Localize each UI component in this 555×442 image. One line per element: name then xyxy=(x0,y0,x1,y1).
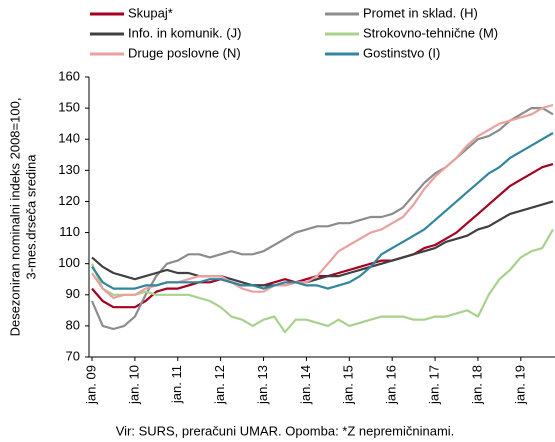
footnote: Vir: SURS, preračuni UMAR. Opomba: *Z ne… xyxy=(116,423,455,438)
y-tick-label: 160 xyxy=(58,68,80,83)
legend-label: Gostinstvo (I) xyxy=(363,45,440,60)
series-line xyxy=(91,132,554,290)
series-line xyxy=(91,200,554,287)
y-tick-label: 110 xyxy=(59,224,80,239)
legend-label: Strokovno-tehnične (M) xyxy=(363,25,498,40)
series-line xyxy=(91,163,554,309)
y-label-line: Desezoniran nominalni indeks 2008=100, xyxy=(7,98,22,337)
series-line xyxy=(90,107,554,331)
x-tick-label: jan. 18 xyxy=(469,365,484,405)
x-tick-label: jan. 09 xyxy=(83,365,98,405)
x-tick-label: jan. 16 xyxy=(384,365,399,405)
legend-label: Skupaj* xyxy=(128,5,173,20)
y-axis-label: Desezoniran nominalni indeks 2008=100, 3… xyxy=(7,98,38,337)
y-label-line: 3-mes.drseča sredina xyxy=(23,154,38,280)
x-tick-label: jan. 14 xyxy=(298,365,313,405)
y-tick-label: 120 xyxy=(58,193,80,208)
x-tick-label: jan. 19 xyxy=(512,365,527,405)
x-tick-label: jan. 12 xyxy=(212,365,227,405)
x-tick-label: jan. 11 xyxy=(169,365,184,404)
y-tick-label: 90 xyxy=(66,286,80,301)
y-tick-label: 80 xyxy=(66,317,80,332)
x-tick-label: jan. 17 xyxy=(427,365,442,405)
y-tick-label: 70 xyxy=(66,348,80,363)
y-tick-label: 150 xyxy=(58,100,80,115)
x-tick-label: jan. 10 xyxy=(126,365,141,405)
x-tick-label: jan. 15 xyxy=(341,365,356,405)
y-tick-label: 100 xyxy=(58,255,80,270)
legend-label: Promet in sklad. (H) xyxy=(363,5,478,20)
y-tick-label: 140 xyxy=(58,131,80,146)
x-tick-label: jan. 13 xyxy=(255,365,270,405)
legend-label: Info. in komunik. (J) xyxy=(128,25,241,40)
series-line xyxy=(90,228,554,334)
y-tick-label: 130 xyxy=(58,162,80,177)
legend-label: Druge poslovne (N) xyxy=(128,45,241,60)
